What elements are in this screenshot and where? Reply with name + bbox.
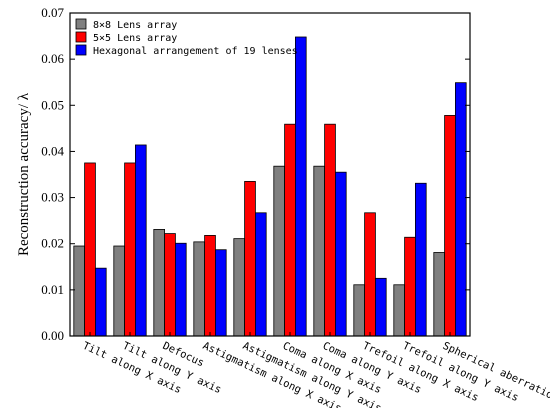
bar-series-2-category-6 [284, 123, 296, 337]
legend-label: 8×8 Lens array [93, 20, 177, 31]
bar-series-3-category-4 [214, 249, 227, 337]
plot-frame [69, 12, 471, 337]
bar-series-2-category-9 [404, 236, 416, 337]
y-tick-label: 0.01 [41, 282, 64, 297]
bar-series-2-category-10 [444, 115, 456, 337]
legend-swatch [75, 44, 87, 56]
bar-series-1-category-8 [353, 284, 365, 337]
bar-series-3-category-6 [294, 36, 307, 337]
y-tick-label: 0.05 [41, 97, 64, 112]
bar-series-3-category-3 [174, 242, 187, 337]
bar-series-1-category-5 [233, 238, 246, 337]
y-tick-label: 0.03 [41, 190, 64, 205]
y-tick-label: 0.00 [41, 328, 64, 343]
bar-series-1-category-3 [153, 229, 166, 337]
bar-series-2-category-1 [84, 162, 96, 337]
bar-series-3-category-7 [334, 171, 347, 337]
bar-series-1-category-4 [193, 241, 206, 337]
bar-series-1-category-7 [313, 165, 325, 337]
bar-series-3-category-10 [454, 82, 467, 337]
bar-series-1-category-2 [113, 245, 126, 337]
bar-series-3-category-9 [414, 182, 427, 337]
legend-swatch [75, 18, 87, 30]
legend-swatch [75, 31, 87, 43]
bar-series-2-category-3 [164, 233, 176, 337]
y-axis-label: Reconstruction accuracy/ λ [16, 92, 32, 256]
bar-series-1-category-9 [393, 284, 405, 337]
bar-series-1-category-6 [273, 165, 285, 337]
bar-series-1-category-1 [73, 245, 86, 337]
bar-series-2-category-5 [244, 181, 256, 337]
y-tick-label: 0.04 [41, 143, 64, 158]
bar-series-3-category-2 [134, 144, 147, 337]
bar-series-2-category-7 [324, 123, 336, 337]
bar-series-3-category-8 [374, 277, 387, 337]
bar-series-2-category-4 [204, 235, 216, 337]
bar-series-2-category-2 [124, 162, 136, 337]
legend-label: Hexagonal arrangement of 19 lenses [93, 46, 298, 57]
bar-series-2-category-8 [364, 212, 376, 337]
legend-label: 5×5 Lens array [93, 33, 177, 44]
y-tick-label: 0.06 [41, 51, 64, 66]
y-tick-label: 0.02 [41, 236, 64, 251]
bar-series-3-category-1 [95, 267, 107, 337]
y-tick-label: 0.07 [41, 5, 64, 20]
bar-series-3-category-5 [254, 212, 267, 337]
bar-series-1-category-10 [433, 252, 445, 337]
